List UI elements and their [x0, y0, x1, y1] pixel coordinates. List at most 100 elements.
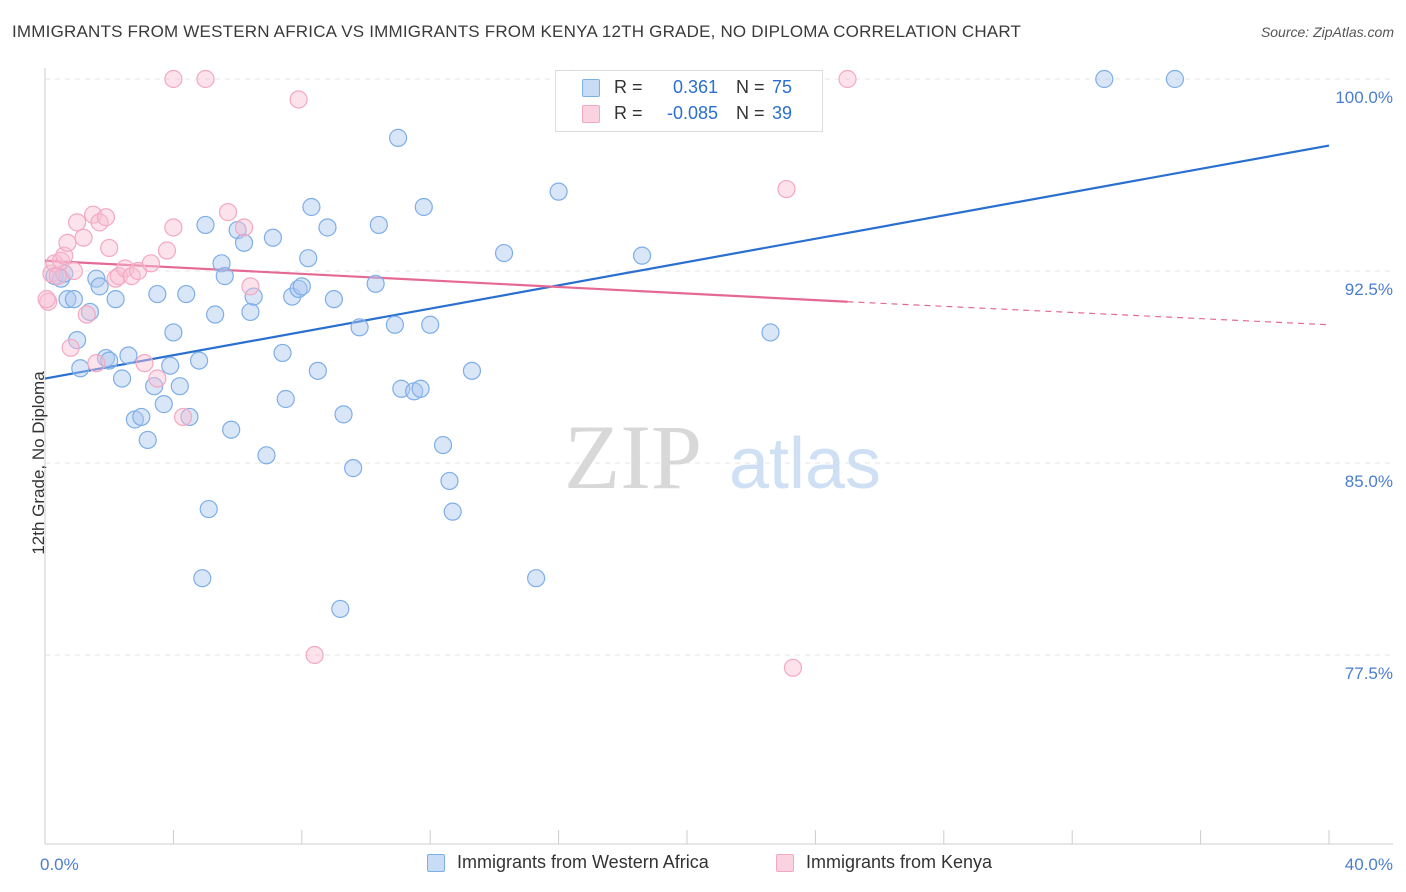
point-kenya: [164, 218, 183, 237]
point-western-africa: [421, 315, 440, 334]
point-western-africa: [433, 435, 453, 455]
point-western-africa: [411, 379, 430, 398]
stats-legend: R = 0.361 N = 75 R = -0.085 N = 39: [555, 70, 823, 132]
point-western-africa: [138, 430, 157, 450]
point-western-africa: [632, 246, 652, 265]
point-western-africa: [1095, 69, 1114, 89]
point-western-africa: [549, 182, 568, 201]
point-western-africa: [234, 233, 254, 252]
point-western-africa: [366, 274, 385, 293]
y-tick-label: 77.5%: [1345, 664, 1393, 683]
point-kenya: [48, 267, 67, 286]
point-kenya: [838, 69, 857, 89]
point-western-africa: [1165, 69, 1185, 89]
x-tick-label: 40.0%: [1345, 855, 1393, 874]
point-western-africa: [180, 407, 199, 427]
legend-r-label: R =: [614, 77, 643, 97]
point-kenya: [77, 305, 96, 324]
point-western-africa: [119, 346, 138, 365]
y-tick-label: 100.0%: [1335, 88, 1393, 107]
point-western-africa: [215, 267, 234, 286]
point-western-africa: [350, 318, 369, 337]
legend-n-value: 39: [772, 103, 793, 123]
legend-row-kenya: R = -0.085 N = 39: [556, 101, 822, 127]
point-western-africa: [206, 305, 225, 324]
point-kenya: [164, 69, 183, 89]
point-western-africa: [161, 356, 180, 375]
point-western-africa: [318, 218, 337, 237]
point-kenya: [87, 354, 106, 373]
point-western-africa: [189, 351, 209, 370]
point-western-africa: [58, 290, 77, 309]
point-western-africa: [170, 377, 189, 396]
point-western-africa: [71, 359, 90, 378]
point-western-africa: [273, 343, 292, 363]
point-western-africa: [90, 277, 109, 296]
y-axis-label: 12th Grade, No Diploma: [29, 371, 48, 555]
point-western-africa: [302, 197, 321, 217]
point-western-africa: [292, 277, 311, 296]
point-kenya: [157, 241, 177, 260]
trend-line-kenya-extension: [847, 301, 1330, 326]
point-kenya: [64, 261, 83, 281]
trend-lines: [44, 144, 1330, 380]
point-kenya: [148, 369, 167, 388]
point-western-africa: [289, 279, 308, 299]
point-western-africa: [299, 249, 318, 268]
x-tick-label: 0.0%: [40, 855, 79, 874]
chart-title: IMMIGRANTS FROM WESTERN AFRICA VS IMMIGR…: [12, 22, 1022, 41]
point-kenya: [305, 645, 324, 665]
point-western-africa: [324, 290, 343, 309]
point-western-africa: [334, 405, 353, 424]
data-points: [37, 69, 1185, 677]
point-western-africa: [177, 284, 196, 304]
point-western-africa: [494, 243, 514, 263]
point-western-africa: [241, 302, 260, 322]
legend-r-label: R =: [614, 103, 643, 123]
point-western-africa: [761, 323, 780, 342]
point-kenya: [135, 354, 154, 373]
point-western-africa: [132, 407, 151, 427]
point-western-africa: [80, 302, 100, 322]
point-kenya: [37, 290, 56, 309]
point-kenya: [777, 179, 796, 199]
legend-n-value: 75: [772, 77, 793, 97]
point-western-africa: [244, 287, 263, 306]
point-western-africa: [106, 290, 125, 309]
point-kenya: [141, 254, 161, 273]
point-kenya: [234, 218, 254, 237]
point-kenya: [61, 338, 80, 357]
point-kenya: [289, 90, 308, 109]
series-swatch-western-africa: [427, 854, 445, 872]
point-kenya: [196, 69, 215, 89]
point-kenya: [100, 238, 119, 258]
axes: [44, 68, 1393, 845]
point-western-africa: [527, 569, 546, 588]
point-western-africa: [414, 197, 433, 217]
point-western-africa: [148, 284, 167, 304]
legend-swatch-kenya: [582, 105, 600, 123]
point-western-africa: [199, 499, 218, 519]
legend-swatch-western-africa: [582, 79, 600, 97]
point-kenya: [173, 407, 193, 427]
point-western-africa: [196, 215, 215, 235]
point-western-africa: [369, 215, 388, 235]
y-tick-label: 92.5%: [1345, 280, 1393, 299]
trend-line-western-africa: [44, 144, 1330, 380]
point-western-africa: [385, 315, 404, 334]
point-kenya: [783, 658, 803, 677]
point-kenya: [96, 208, 116, 227]
chart-source: Source: ZipAtlas.com: [1260, 24, 1394, 40]
point-western-africa: [389, 128, 408, 147]
legend-r-value: 0.361: [672, 77, 718, 97]
point-western-africa: [193, 569, 212, 588]
point-kenya: [218, 203, 238, 222]
point-kenya: [67, 213, 87, 232]
legend-row-western-africa: R = 0.361 N = 75: [556, 75, 822, 101]
point-western-africa: [263, 228, 283, 247]
series-label-western-africa: Immigrants from Western Africa: [457, 852, 709, 872]
point-western-africa: [443, 502, 462, 521]
point-western-africa: [440, 471, 459, 491]
series-label-kenya: Immigrants from Kenya: [806, 852, 993, 872]
